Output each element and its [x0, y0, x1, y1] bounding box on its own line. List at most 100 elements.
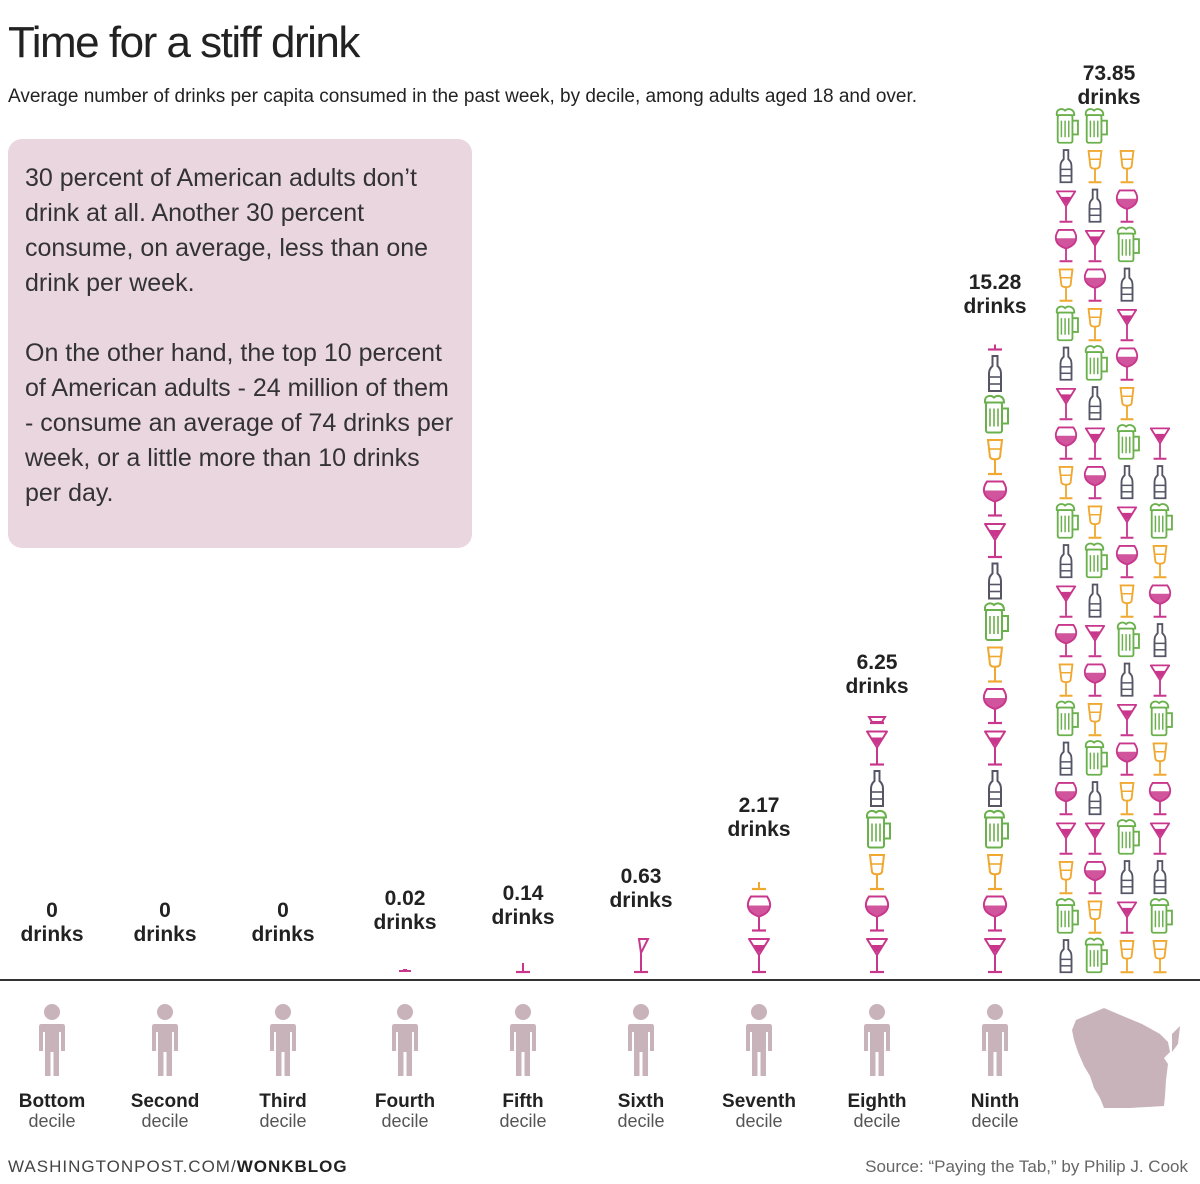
unit-label: drinks	[373, 911, 436, 934]
unit-label: drinks	[1077, 86, 1140, 109]
person-icon	[628, 1004, 654, 1076]
drink-icon-cocktail	[866, 730, 888, 766]
drink-icon-beer	[1149, 503, 1173, 539]
drink-icon-wine	[1054, 426, 1078, 460]
drink-icon-cocktail	[1055, 822, 1077, 855]
drink-icon-cocktail	[1149, 822, 1171, 855]
drink-icon-wine	[1115, 742, 1139, 776]
drink-icon-cocktail	[1084, 229, 1106, 263]
drink-icon-cocktail	[866, 938, 888, 974]
drink-icon-glass	[1119, 387, 1135, 421]
drink-icon-bottle	[988, 355, 1002, 392]
drink-icon-glass	[1087, 150, 1103, 184]
decile-name-label: Fifth	[502, 1091, 543, 1112]
drink-icon-beer	[1116, 226, 1140, 263]
drink-icon-beer	[1055, 898, 1079, 934]
drink-partial-icon	[399, 969, 411, 972]
drink-icon-wine	[746, 895, 772, 932]
drink-icon-wine	[1054, 624, 1078, 658]
drink-icon-wine	[982, 895, 1008, 932]
drink-icon-wine	[1115, 347, 1139, 381]
footer-site[interactable]: WASHINGTONPOST.COM/WONKBLOG	[8, 1157, 348, 1177]
drink-icon-bottle	[1120, 662, 1134, 697]
drink-icon-cocktail	[1116, 703, 1138, 737]
drink-icon-cocktail	[1084, 624, 1106, 658]
drink-icon-cocktail	[1084, 822, 1106, 855]
drink-icon-bottle	[1059, 544, 1073, 579]
person-icon	[152, 1004, 178, 1076]
decile-name-label: Third	[259, 1091, 307, 1112]
drink-icon-glass	[1058, 466, 1074, 500]
drink-icon-bottle	[1120, 860, 1134, 895]
drink-icon-wine	[1083, 466, 1107, 500]
decile-name-label: Bottom	[19, 1091, 85, 1112]
drink-icon-cocktail	[1055, 387, 1077, 421]
drink-icon-beer	[865, 809, 891, 849]
person-icon	[270, 1004, 296, 1076]
person-icon	[392, 1004, 418, 1076]
value-label: 15.28	[969, 271, 1022, 294]
drink-icon-wine	[1148, 584, 1172, 618]
footer-source: Source: “Paying the Tab,” by Philip J. C…	[865, 1157, 1188, 1176]
drink-icon-wine	[1148, 782, 1172, 816]
drink-partial-icon	[752, 882, 766, 891]
drink-icon-bottle	[1059, 149, 1073, 184]
decile-word-label: decile	[735, 1111, 782, 1131]
unit-label: drinks	[20, 923, 83, 946]
drink-icon-beer	[1055, 503, 1079, 539]
unit-label: drinks	[609, 889, 672, 912]
value-label: 2.17	[739, 794, 780, 817]
drink-icon-cocktail	[748, 938, 770, 974]
drink-icon-glass	[1152, 545, 1168, 579]
drink-icon-cocktail	[1116, 901, 1138, 934]
drink-icon-glass	[1058, 268, 1074, 302]
drink-icon-wine	[1083, 861, 1107, 895]
decile-word-label: decile	[617, 1111, 664, 1131]
wisconsin-map-icon	[1072, 1008, 1180, 1108]
drink-icon-glass	[1087, 703, 1103, 737]
drink-icon-glass	[1152, 742, 1168, 776]
drink-icon-beer	[1055, 108, 1079, 144]
drink-icon-cocktail	[1055, 190, 1077, 223]
unit-label: drinks	[963, 295, 1026, 318]
drink-icon-bottle	[1059, 346, 1073, 381]
drink-icon-bottle	[988, 770, 1002, 807]
unit-label: drinks	[133, 923, 196, 946]
decile-name-label: Seventh	[722, 1091, 796, 1112]
drink-icon-wine	[1054, 782, 1078, 816]
drink-icon-wine	[1083, 268, 1107, 302]
chart-subtitle: Average number of drinks per capita cons…	[8, 86, 918, 107]
drink-icon-beer	[1149, 700, 1173, 737]
drink-icon-beer	[1084, 345, 1108, 381]
drink-icon-beer	[1116, 621, 1140, 658]
drink-icon-glass	[986, 439, 1004, 476]
decile-word-label: decile	[28, 1111, 75, 1131]
drink-icon-glass	[1119, 782, 1135, 816]
person-icon	[864, 1004, 890, 1076]
drink-icon-beer	[1149, 898, 1173, 934]
drink-icon-bottle	[1088, 386, 1102, 421]
drink-partial-icon	[867, 716, 887, 725]
drink-icon-wine	[1115, 545, 1139, 579]
drink-icon-glass	[986, 854, 1004, 891]
drink-icon-glass	[1119, 940, 1135, 974]
drink-icon-bottle	[1153, 623, 1167, 658]
drink-icon-glass	[1058, 861, 1074, 895]
decile-word-label: decile	[499, 1111, 546, 1131]
drink-icon-glass	[1087, 308, 1103, 342]
decile-name-label: Second	[131, 1091, 200, 1112]
drink-icon-bottle	[988, 562, 1002, 600]
unit-label: drinks	[251, 923, 314, 946]
decile-name-label: Fourth	[375, 1091, 435, 1112]
drink-icon-cocktail	[1149, 427, 1171, 460]
value-label: 0	[46, 899, 58, 922]
person-icon	[982, 1004, 1008, 1076]
drink-icon-bottle	[870, 770, 884, 807]
decile-word-label: decile	[853, 1111, 900, 1131]
drink-icon-cocktail	[1084, 427, 1106, 460]
drink-icon-wine	[1083, 663, 1107, 697]
person-icon	[39, 1004, 65, 1076]
drink-icon-beer	[983, 809, 1009, 849]
drink-icon-bottle	[1088, 583, 1102, 618]
